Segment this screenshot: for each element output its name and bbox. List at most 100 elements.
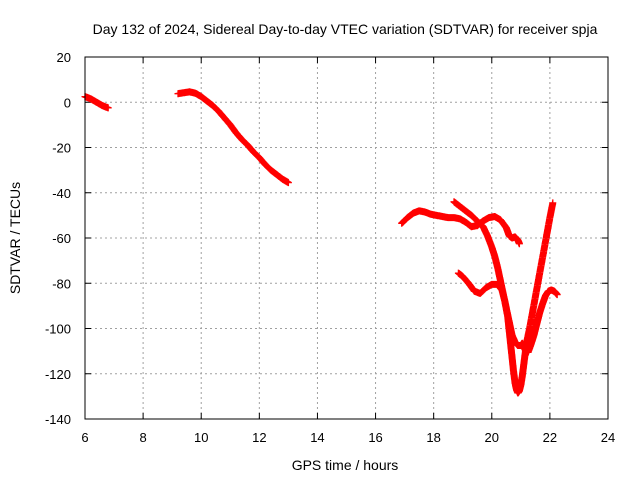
data-point xyxy=(476,220,479,222)
data-point xyxy=(540,264,542,266)
data-point xyxy=(499,280,502,282)
data-point xyxy=(418,210,420,212)
data-point xyxy=(541,302,544,305)
y-axis-label: SDTVAR / TECUs xyxy=(7,182,23,294)
data-point xyxy=(524,352,526,355)
data-point xyxy=(223,117,226,119)
data-point xyxy=(482,220,484,222)
y-tick-label: -60 xyxy=(52,231,71,246)
data-point xyxy=(511,357,513,359)
y-tick-label: -140 xyxy=(45,412,71,427)
data-point xyxy=(517,392,519,394)
data-point xyxy=(496,266,499,269)
data-point xyxy=(90,98,92,100)
series-5 xyxy=(454,199,557,397)
data-point xyxy=(514,382,516,384)
data-point xyxy=(553,290,556,292)
y-tick-label: -100 xyxy=(45,322,71,337)
data-point xyxy=(485,286,487,289)
data-point xyxy=(490,246,493,248)
data-point xyxy=(518,389,521,392)
x-tick-label: 12 xyxy=(252,430,266,445)
data-point xyxy=(459,205,461,208)
series-3 xyxy=(398,207,523,248)
data-point xyxy=(551,202,554,204)
data-point xyxy=(275,173,278,176)
x-tick-label: 8 xyxy=(139,430,146,445)
data-point xyxy=(486,234,489,237)
x-tick-label: 20 xyxy=(485,430,499,445)
data-point xyxy=(517,239,519,242)
data-point xyxy=(506,316,509,318)
data-point xyxy=(235,131,237,134)
x-tick-label: 6 xyxy=(81,430,88,445)
data-point xyxy=(177,92,179,95)
data-points xyxy=(81,88,561,397)
data-point xyxy=(493,255,496,257)
data-point xyxy=(473,290,476,292)
data-point xyxy=(482,225,484,228)
data-point xyxy=(467,282,470,285)
data-point xyxy=(528,327,531,330)
data-point xyxy=(429,213,432,216)
series-3-markers xyxy=(398,207,523,248)
data-point xyxy=(490,283,493,286)
data-point xyxy=(520,384,522,386)
data-point xyxy=(521,375,524,377)
data-point xyxy=(101,104,104,107)
data-point xyxy=(547,290,550,292)
data-point xyxy=(412,212,415,214)
data-point xyxy=(107,107,110,109)
x-tick-label: 16 xyxy=(368,430,382,445)
data-point xyxy=(258,156,261,159)
data-point xyxy=(543,248,545,251)
data-point xyxy=(550,289,553,291)
data-point xyxy=(441,215,444,218)
data-point xyxy=(504,300,506,303)
data-point xyxy=(546,232,548,235)
data-point xyxy=(229,124,232,126)
series-2 xyxy=(174,88,292,187)
data-point xyxy=(514,236,516,238)
data-point xyxy=(556,293,558,296)
data-point xyxy=(515,388,518,391)
data-point xyxy=(287,181,290,184)
data-point xyxy=(453,201,455,203)
data-point xyxy=(522,363,525,366)
data-point xyxy=(464,221,467,223)
data-point xyxy=(499,219,502,221)
data-point xyxy=(512,370,515,373)
y-tick-label: -120 xyxy=(45,367,71,382)
data-point xyxy=(406,216,409,219)
data-point xyxy=(194,92,197,94)
data-point xyxy=(281,178,284,180)
data-point xyxy=(400,222,403,225)
data-point xyxy=(517,344,519,347)
data-point xyxy=(188,91,191,93)
data-point xyxy=(493,215,496,218)
data-point xyxy=(479,292,481,295)
x-axis-label: GPS time / hours xyxy=(292,457,399,473)
data-point xyxy=(95,101,98,104)
data-point xyxy=(212,104,214,107)
data-point xyxy=(520,344,522,347)
y-tick-label: -40 xyxy=(52,186,71,201)
plot-frame xyxy=(84,56,609,420)
series-2-markers xyxy=(174,88,292,187)
data-point xyxy=(435,214,438,217)
data-point xyxy=(252,151,255,153)
data-point xyxy=(533,334,535,337)
x-tick-label: 18 xyxy=(426,430,440,445)
y-tick-label: 20 xyxy=(57,50,71,65)
data-point xyxy=(488,216,490,219)
data-point xyxy=(514,341,516,343)
data-point xyxy=(525,341,528,343)
grid xyxy=(85,57,608,419)
data-point xyxy=(508,234,511,237)
data-point xyxy=(464,210,467,212)
x-tick-label: 10 xyxy=(194,430,208,445)
data-point xyxy=(505,227,508,229)
data-point xyxy=(270,169,272,171)
data-point xyxy=(530,343,532,346)
